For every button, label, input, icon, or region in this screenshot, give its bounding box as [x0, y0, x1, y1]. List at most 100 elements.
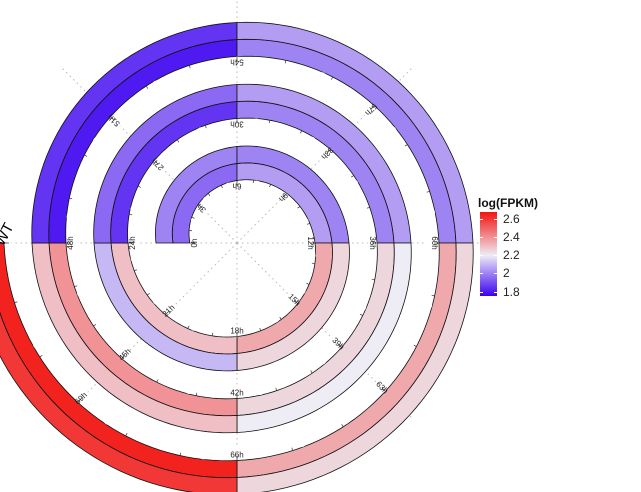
time-label: 54h [230, 57, 243, 66]
time-tick [404, 144, 408, 147]
time-tick [279, 316, 282, 320]
legend-tick-mark [480, 291, 483, 293]
time-tick [381, 387, 386, 392]
time-label: 66h [230, 451, 243, 460]
time-tick [146, 293, 150, 296]
time-tick [306, 223, 310, 225]
time-tick [275, 387, 277, 391]
time-tick [337, 343, 342, 348]
time-tick [284, 60, 287, 64]
legend-tick-mark [480, 255, 483, 257]
time-tick [39, 355, 43, 358]
legend-tick-label: 2.4 [503, 230, 520, 245]
time-tick [311, 262, 315, 265]
time-tick [310, 370, 313, 374]
time-tick [299, 130, 303, 134]
time-tick [371, 278, 375, 281]
time-tick [145, 85, 149, 89]
time-label: 24h [128, 236, 137, 249]
time-tick [351, 175, 354, 178]
time-tick [259, 327, 261, 331]
time-tick [191, 216, 195, 219]
heat-cell-wt [236, 242, 333, 354]
legend-tick-label: 2.2 [503, 248, 520, 263]
time-tick [306, 282, 310, 285]
time-strip-band [4, 56, 435, 460]
legend-tick-mark [494, 255, 497, 257]
time-tick [211, 332, 214, 336]
time-label: 60h [430, 236, 439, 249]
time-tick [268, 120, 271, 124]
time-tick [129, 213, 133, 216]
legend-tick-label: 2 [503, 266, 510, 281]
time-tick [121, 354, 126, 359]
heat-cell-wt [110, 242, 238, 355]
time-tick [176, 139, 180, 143]
legend-tick-label: 1.8 [503, 284, 520, 299]
time-label: 30h [230, 119, 243, 128]
time-tick [252, 180, 255, 184]
time-tick [326, 149, 331, 154]
time-tick [77, 398, 82, 403]
time-tick [370, 105, 375, 110]
heat-cell-ko [0, 311, 238, 492]
time-label: 0h [190, 239, 199, 248]
legend-tick-mark [480, 219, 483, 221]
time-tick [125, 433, 128, 436]
legend-tick-mark [494, 237, 497, 239]
time-tick [189, 229, 193, 232]
time-label: 36h [368, 236, 377, 249]
time-tick [431, 294, 435, 297]
time-tick [426, 191, 430, 193]
time-label: 12h [306, 236, 315, 249]
track-label-wt: WT [0, 220, 17, 249]
legend-tick-mark [494, 273, 497, 275]
time-tick [207, 193, 211, 197]
time-label: 48h [66, 236, 75, 249]
legend-tick-mark [494, 291, 497, 293]
legend-title: log(FPKM) [478, 196, 538, 210]
time-tick [154, 160, 159, 165]
time-tick [366, 207, 370, 209]
time-tick [110, 116, 115, 121]
time-tick [359, 313, 363, 316]
time-tick [14, 301, 18, 303]
legend-tick-mark [480, 273, 483, 275]
time-label: 18h [230, 327, 243, 336]
time-tick [165, 310, 170, 315]
time-tick [282, 193, 287, 198]
time-tick [330, 76, 334, 80]
time-tick [297, 206, 301, 209]
time-tick [293, 299, 298, 304]
legend-tick-mark [480, 237, 483, 239]
time-tick [189, 65, 191, 69]
time-tick [84, 154, 88, 157]
legend-tick-mark [494, 219, 497, 221]
time-tick [205, 125, 207, 129]
time-label: 42h [230, 389, 243, 398]
legend-color-bar [480, 212, 497, 296]
time-tick [156, 379, 159, 383]
guide-spoke [236, 242, 415, 421]
time-axis-strip: 0h3h6h9h12h15h18h21h24h27h30h33h36h39h42… [4, 56, 439, 461]
time-tick [134, 269, 138, 271]
time-tick [291, 447, 293, 451]
time-tick [187, 325, 190, 329]
time-tick [74, 285, 78, 287]
time-tick [413, 344, 417, 347]
time-tick [341, 424, 344, 428]
time-tick [268, 184, 272, 188]
color-legend: log(FPKM) 2.6 2.4 2.2 2 1.8 [478, 196, 568, 306]
time-tick [221, 185, 223, 189]
data-tracks [0, 21, 474, 492]
time-tick [195, 392, 198, 396]
time-tick [179, 452, 182, 456]
time-tick [137, 185, 141, 188]
legend-tick-label: 2.6 [503, 212, 520, 227]
time-label: 6h [233, 181, 242, 190]
time-tick [69, 197, 73, 200]
time-tick [93, 324, 97, 327]
time-tick [198, 204, 203, 209]
